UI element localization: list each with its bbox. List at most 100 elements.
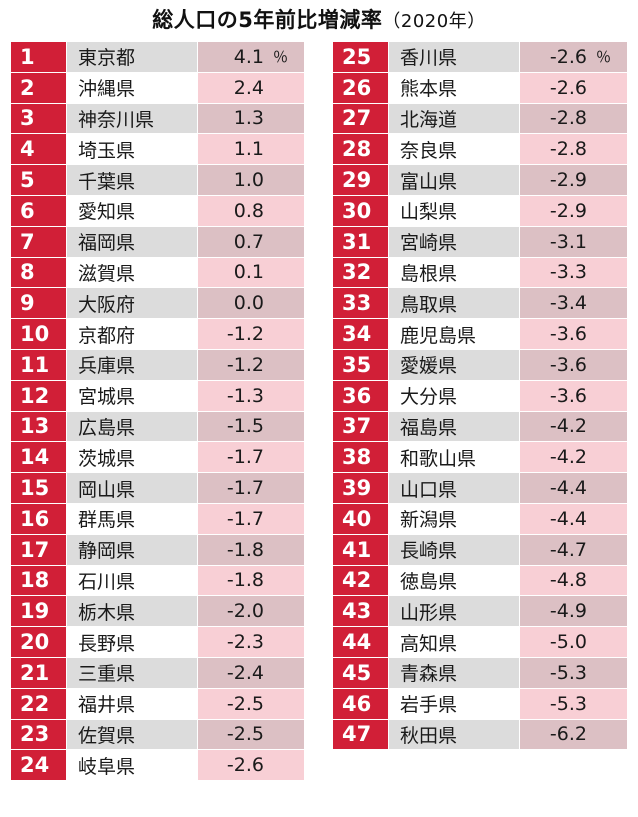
rank-cell: 31 (333, 226, 388, 257)
rank-cell: 40 (333, 503, 388, 534)
value-number: -2.5 (226, 723, 264, 746)
table-row: 7 福岡県 0.7 (11, 225, 304, 257)
prefecture-cell: 福岡県 (67, 226, 197, 257)
prefecture-cell: 岩手県 (389, 688, 519, 719)
rank-cell: 38 (333, 442, 388, 473)
table-row: 1 東京都 4.1 ％ (11, 41, 304, 72)
prefecture-cell: 千葉県 (67, 165, 197, 195)
value-cell: 1.3 (198, 103, 304, 134)
prefecture-cell: 茨城県 (67, 442, 197, 473)
table-row: 38 和歌山県 -4.2 (333, 441, 627, 473)
value-number: -1.7 (226, 446, 264, 469)
title-year: （2020年） (382, 11, 486, 32)
value-cell: -4.9 (520, 596, 627, 627)
prefecture-cell: 愛知県 (67, 195, 197, 226)
value-cell: -4.2 (520, 442, 627, 473)
table-row: 25 香川県 -2.6 ％ (333, 41, 627, 72)
chart-title: 総人口の5年前比増減率（2020年） (0, 4, 638, 34)
table-row: 26 熊本県 -2.6 (333, 71, 627, 103)
table-row: 24 岐阜県 -2.6 (11, 749, 304, 781)
value-number: 1.0 (233, 169, 264, 192)
value-number: 1.3 (233, 107, 264, 130)
rank-cell: 22 (11, 688, 66, 719)
table-row: 33 鳥取県 -3.4 (333, 287, 627, 319)
value-number: 0.0 (233, 292, 264, 315)
value-number: -1.3 (226, 384, 264, 407)
table-row: 11 兵庫県 -1.2 (11, 348, 304, 380)
value-cell: -2.9 (520, 165, 627, 195)
rank-cell: 43 (333, 596, 388, 627)
rank-cell: 30 (333, 195, 388, 226)
value-number: 0.1 (233, 261, 264, 284)
unit-label: ％ (272, 48, 288, 67)
value-cell: -4.2 (520, 411, 627, 442)
value-number: 1.1 (233, 138, 264, 161)
rank-cell: 13 (11, 411, 66, 442)
prefecture-cell: 京都府 (67, 319, 197, 349)
value-cell: -1.7 (198, 503, 304, 534)
prefecture-cell: 山梨県 (389, 195, 519, 226)
prefecture-cell: 鳥取県 (389, 288, 519, 319)
table-row: 22 福井県 -2.5 (11, 687, 304, 719)
prefecture-cell: 兵庫県 (67, 349, 197, 380)
prefecture-cell: 香川県 (389, 42, 519, 72)
value-number: -1.2 (226, 323, 264, 346)
table-row: 36 大分県 -3.6 (333, 379, 627, 411)
value-cell: -5.0 (520, 627, 627, 657)
rank-cell: 2 (11, 72, 66, 103)
table-row: 35 愛媛県 -3.6 (333, 348, 627, 380)
prefecture-cell: 佐賀県 (67, 719, 197, 750)
value-number: -2.9 (549, 169, 587, 192)
value-cell: 1.1 (198, 134, 304, 165)
value-number: -1.8 (226, 538, 264, 561)
value-cell: -1.5 (198, 411, 304, 442)
prefecture-cell: 沖縄県 (67, 72, 197, 103)
rank-cell: 44 (333, 627, 388, 657)
value-number: -3.6 (549, 323, 587, 346)
value-number: -3.3 (549, 261, 587, 284)
prefecture-cell: 滋賀県 (67, 257, 197, 288)
rank-cell: 7 (11, 226, 66, 257)
rank-cell: 3 (11, 103, 66, 134)
table-row: 43 山形県 -4.9 (333, 595, 627, 627)
value-cell: -2.5 (198, 719, 304, 750)
value-number: -2.3 (226, 631, 264, 654)
prefecture-cell: 岐阜県 (67, 750, 197, 781)
value-cell: -1.8 (198, 565, 304, 596)
prefecture-cell: 北海道 (389, 103, 519, 134)
rank-cell: 20 (11, 627, 66, 657)
value-cell: -2.5 (198, 688, 304, 719)
value-cell: 0.7 (198, 226, 304, 257)
value-number: -2.5 (226, 692, 264, 715)
rank-cell: 37 (333, 411, 388, 442)
prefecture-cell: 長野県 (67, 627, 197, 657)
table-row: 27 北海道 -2.8 (333, 102, 627, 134)
value-number: -4.7 (549, 538, 587, 561)
rank-cell: 35 (333, 349, 388, 380)
prefecture-cell: 山口県 (389, 473, 519, 503)
title-text: 総人口の5年前比増減率 (152, 8, 383, 32)
value-cell: -2.8 (520, 103, 627, 134)
rank-cell: 25 (333, 42, 388, 72)
value-number: 4.1 (233, 45, 264, 68)
rank-cell: 24 (11, 750, 66, 781)
rank-cell: 47 (333, 719, 388, 750)
value-number: -2.4 (226, 661, 264, 684)
rank-cell: 8 (11, 257, 66, 288)
value-number: -1.2 (226, 353, 264, 376)
rank-cell: 14 (11, 442, 66, 473)
prefecture-cell: 熊本県 (389, 72, 519, 103)
value-number: -2.6 (226, 754, 264, 777)
value-number: -2.8 (549, 138, 587, 161)
rank-cell: 10 (11, 319, 66, 349)
value-cell: 0.8 (198, 195, 304, 226)
prefecture-cell: 島根県 (389, 257, 519, 288)
value-cell: -4.8 (520, 565, 627, 596)
value-number: 0.8 (233, 199, 264, 222)
unit-label: ％ (595, 48, 611, 67)
rank-cell: 16 (11, 503, 66, 534)
table-row: 15 岡山県 -1.7 (11, 472, 304, 503)
value-number: -4.9 (549, 600, 587, 623)
table-row: 34 鹿児島県 -3.6 (333, 318, 627, 349)
value-cell: -2.8 (520, 134, 627, 165)
